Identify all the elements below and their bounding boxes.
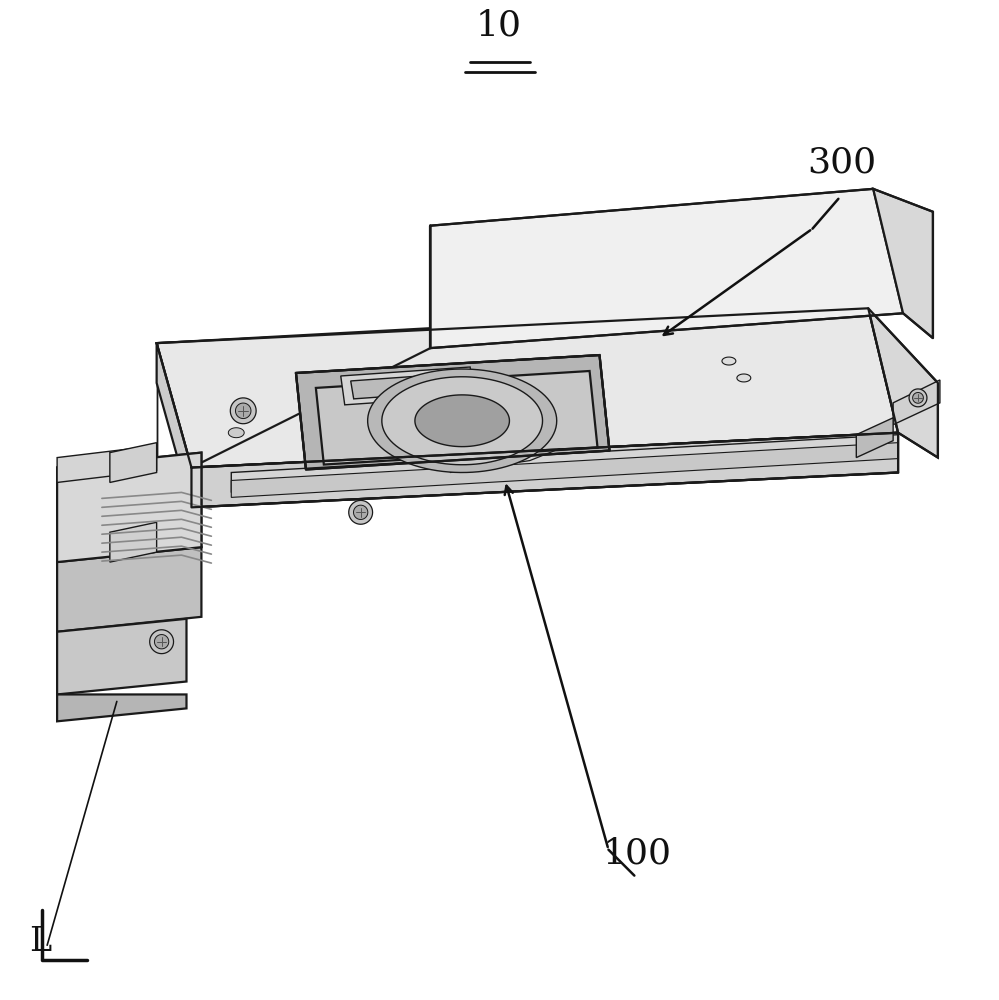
Polygon shape: [57, 453, 202, 562]
Polygon shape: [909, 389, 927, 407]
Polygon shape: [236, 403, 251, 419]
Polygon shape: [192, 433, 898, 507]
Polygon shape: [150, 630, 174, 654]
Polygon shape: [856, 418, 893, 458]
Polygon shape: [868, 308, 938, 458]
Polygon shape: [296, 355, 609, 470]
Polygon shape: [415, 395, 509, 447]
Polygon shape: [57, 446, 157, 482]
Polygon shape: [157, 328, 431, 468]
Polygon shape: [231, 398, 256, 424]
Polygon shape: [157, 308, 898, 468]
Polygon shape: [57, 547, 202, 632]
Polygon shape: [232, 443, 898, 497]
Polygon shape: [341, 367, 475, 405]
Polygon shape: [382, 377, 542, 465]
Polygon shape: [316, 371, 597, 465]
Polygon shape: [232, 435, 898, 492]
Text: 100: 100: [602, 837, 672, 871]
Polygon shape: [913, 392, 923, 403]
Polygon shape: [354, 505, 368, 519]
Text: 10: 10: [476, 9, 522, 43]
Text: L: L: [29, 926, 51, 958]
Polygon shape: [229, 428, 244, 438]
Polygon shape: [351, 373, 466, 399]
Polygon shape: [893, 380, 940, 425]
Polygon shape: [368, 369, 556, 473]
Polygon shape: [722, 357, 736, 365]
Polygon shape: [57, 694, 187, 721]
Polygon shape: [349, 500, 373, 524]
Text: 300: 300: [807, 146, 876, 180]
Polygon shape: [157, 343, 192, 507]
Polygon shape: [155, 635, 169, 649]
Polygon shape: [57, 453, 202, 562]
Polygon shape: [110, 443, 157, 482]
Polygon shape: [737, 374, 751, 382]
Polygon shape: [431, 189, 903, 348]
Polygon shape: [873, 189, 933, 338]
Polygon shape: [57, 619, 187, 694]
Polygon shape: [110, 522, 157, 562]
